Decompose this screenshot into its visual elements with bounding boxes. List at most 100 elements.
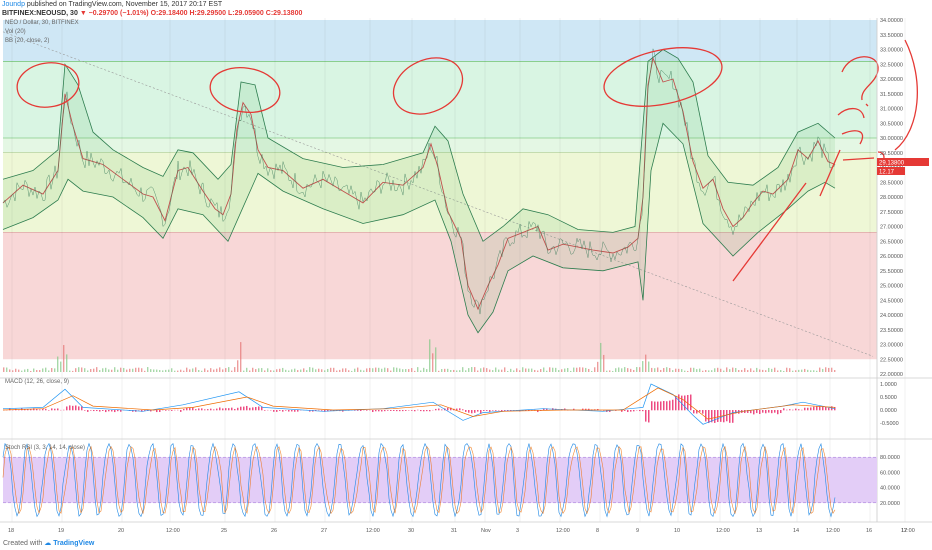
volume-bar <box>501 369 503 372</box>
macd-histogram-bar <box>693 410 695 414</box>
volume-bar <box>246 367 248 372</box>
time-axis-label: 12:00 <box>716 528 730 534</box>
price-axis-label: 27.00000 <box>880 225 903 231</box>
volume-bar <box>504 367 506 372</box>
macd-histogram-bar <box>525 410 527 411</box>
volume-bar <box>564 368 566 372</box>
macd-histogram-bar <box>573 408 575 411</box>
macd-histogram-bar <box>414 410 416 412</box>
macd-histogram-bar <box>585 408 587 411</box>
macd-histogram-bar <box>450 407 452 411</box>
time-axis-label: Nov <box>481 528 491 534</box>
macd-histogram-bar <box>729 410 731 423</box>
volume-bar <box>477 370 479 372</box>
volume-bar <box>366 368 368 372</box>
created-with: Created with <box>3 540 43 547</box>
volume-bar <box>603 354 605 372</box>
macd-histogram-bar <box>210 408 212 411</box>
macd-histogram-bar <box>309 410 311 412</box>
current-volume: 12.17 <box>879 170 895 176</box>
volume-bar <box>231 370 233 372</box>
symbol-info: BITFINEX:NEOUSD, 30 ▼ −0.29700 (−1.01%) … <box>2 10 302 17</box>
volume-bar <box>486 368 488 372</box>
volume-bar <box>690 367 692 372</box>
volume-bar <box>588 368 590 372</box>
macd-histogram-bar <box>792 409 794 411</box>
volume-bar <box>612 370 614 372</box>
volume-bar <box>816 370 818 372</box>
macd-histogram-bar <box>447 407 449 411</box>
volume-bar <box>834 370 836 372</box>
price-axis-label: 26.50000 <box>880 239 903 245</box>
macd-histogram-bar <box>9 408 11 411</box>
volume-bar <box>438 370 440 372</box>
volume-bar <box>615 368 617 372</box>
volume-bar <box>651 367 653 372</box>
volume-bar <box>747 370 749 372</box>
volume-bar <box>447 368 449 372</box>
macd-histogram-bar <box>582 408 584 411</box>
volume-bar <box>465 370 467 372</box>
volume-bar <box>573 367 575 372</box>
annotation-circle <box>603 47 723 107</box>
annotation-question-mark <box>841 56 879 107</box>
volume-bar <box>72 370 74 372</box>
tradingview-brand[interactable]: TradingView <box>53 540 95 547</box>
macd-histogram-bar <box>276 410 278 412</box>
macd-histogram-bar <box>438 408 440 411</box>
macd-histogram-bar <box>777 410 779 415</box>
volume-bar <box>306 370 308 372</box>
volume-bar <box>552 367 554 372</box>
symbol-line: BITFINEX:NEOUSD, 30 <box>2 10 78 17</box>
volume-bar <box>777 370 779 372</box>
volume-bar <box>375 367 377 372</box>
volume-bar <box>798 369 800 372</box>
volume-bar <box>660 369 662 372</box>
volume-bar <box>558 370 560 372</box>
time-axis-label: 3 <box>516 528 519 534</box>
current-price-badge <box>877 158 929 166</box>
macd-histogram-bar <box>816 406 818 411</box>
stoch-d-line <box>2 445 836 515</box>
vol-label: Vol (20) <box>5 29 26 35</box>
volume-bar <box>663 368 665 372</box>
volume-bar <box>606 370 608 372</box>
volume-bar <box>792 370 794 372</box>
volume-bar <box>453 369 455 372</box>
volume-bar <box>219 367 221 372</box>
price-axis-label: 25.50000 <box>880 269 903 275</box>
volume-bar <box>171 368 173 372</box>
macd-histogram-bar <box>480 410 482 414</box>
volume-bar <box>213 369 215 372</box>
volume-bar <box>471 367 473 372</box>
volume-bar <box>285 369 287 372</box>
macd-histogram-bar <box>468 410 470 413</box>
volume-bar <box>474 367 476 372</box>
volume-bar <box>681 369 683 372</box>
macd-histogram-bar <box>204 409 206 411</box>
volume-bar <box>360 369 362 372</box>
volume-bar <box>129 368 131 372</box>
macd-histogram-bar <box>81 406 83 411</box>
volume-bar <box>234 367 236 372</box>
time-axis-label: 9 <box>636 528 639 534</box>
volume-bar <box>774 367 776 372</box>
price-axis-label: 30.00000 <box>880 136 903 142</box>
volume-bar <box>684 370 686 372</box>
macd-histogram-bar <box>198 408 200 411</box>
volume-bar <box>303 368 305 372</box>
macd-histogram-bar <box>798 409 800 411</box>
volume-bar <box>759 369 761 372</box>
price-axis-label: 30.50000 <box>880 121 903 127</box>
author-link[interactable]: Joundp <box>2 1 25 8</box>
macd-histogram-bar <box>696 410 698 414</box>
bb-lower-line <box>2 122 836 334</box>
macd-histogram-bar <box>615 410 617 411</box>
macd-histogram-bar <box>501 410 503 412</box>
volume-bar <box>522 367 524 372</box>
price-axis-label: 28.50000 <box>880 180 903 186</box>
volume-bar <box>258 368 260 372</box>
macd-histogram-bar <box>489 410 491 412</box>
volume-bar <box>21 370 23 372</box>
